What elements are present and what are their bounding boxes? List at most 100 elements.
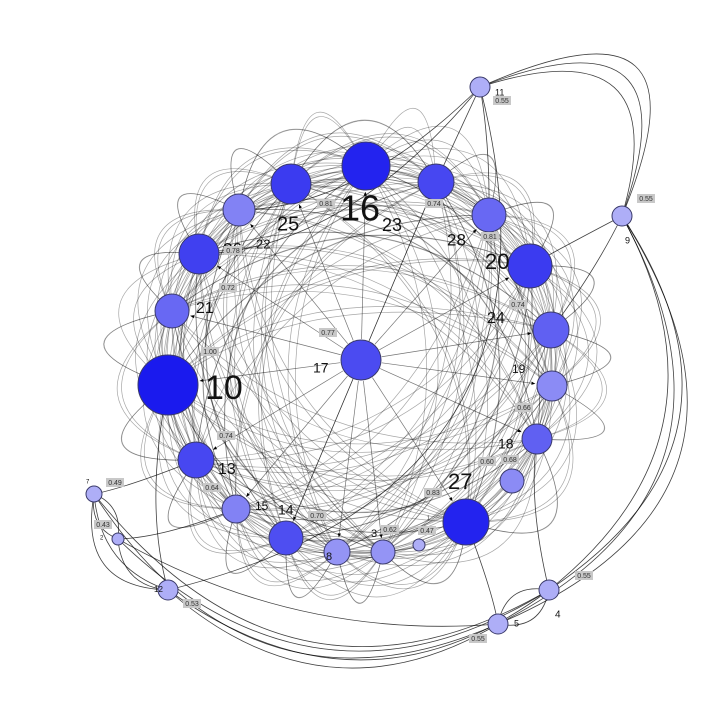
graph-node: [222, 193, 256, 227]
ring-edge: [295, 165, 367, 553]
ring-edge: [285, 214, 490, 539]
ring-edge: [180, 253, 287, 539]
ring-edge: [140, 384, 237, 510]
ring-edge: [198, 231, 552, 331]
weight-badge-bg: [501, 455, 519, 464]
ring-edge: [290, 120, 437, 185]
ring-edge: [529, 265, 598, 440]
ring-edge: [435, 172, 535, 267]
node-label: 1: [427, 515, 430, 521]
outer-edge: [167, 86, 502, 591]
weight-badge: 0.62: [381, 525, 399, 534]
outer-edge: [93, 493, 169, 591]
ring-edge: [465, 265, 568, 523]
ring-edge: [167, 384, 553, 453]
weight-badge: 0.81: [317, 199, 335, 208]
ring-edge: [223, 209, 338, 553]
ring-edge: [238, 209, 538, 440]
ring-edge: [238, 128, 367, 211]
ring-edge: [336, 521, 467, 590]
weight-badge-text: 0.78: [226, 248, 240, 255]
ring-edge: [195, 181, 437, 461]
spoke-edge: [372, 377, 453, 502]
ring-edge: [235, 214, 490, 510]
graph-node: [137, 354, 199, 416]
ring-edge: [198, 253, 467, 523]
ring-edge: [536, 385, 605, 441]
ring-edge: [195, 459, 338, 569]
ring-edge: [435, 153, 497, 216]
ring-edge: [536, 385, 605, 441]
ring-edge: [144, 384, 237, 510]
graph-node: [469, 76, 491, 98]
ring-edge: [121, 310, 197, 461]
outer-edge: [117, 538, 499, 627]
ring-edge: [290, 133, 490, 216]
graph-node: [538, 579, 560, 601]
graph-node: [111, 532, 125, 546]
weight-badge-text: 0.55: [639, 196, 653, 203]
graph-node: [178, 233, 220, 275]
spoke-edge: [381, 362, 536, 385]
graph-node: [442, 498, 490, 546]
node-label: 21: [196, 300, 214, 317]
ring-edge: [167, 214, 490, 386]
ring-edge: [382, 181, 479, 553]
node-label: 28: [447, 230, 466, 249]
ring-edge: [365, 165, 477, 523]
spoke-edge: [337, 380, 359, 538]
ring-edge: [162, 384, 287, 539]
ring-edge: [238, 208, 553, 387]
ring-edge: [167, 258, 531, 386]
ring-edge: [536, 329, 603, 440]
weight-badge-bg: [319, 328, 337, 337]
outer-edge: [497, 215, 675, 625]
weight-badge: 0.66: [515, 403, 533, 412]
ring-edge: [258, 165, 367, 539]
ring-edge: [336, 521, 467, 585]
ring-edge: [167, 181, 437, 386]
ring-edge: [529, 265, 601, 387]
weight-badge-text: 0.74: [427, 201, 441, 208]
ring-edge: [253, 183, 338, 553]
ring-edge: [488, 214, 582, 387]
node-label: 25: [277, 213, 299, 235]
ring-edge: [139, 252, 200, 312]
ring-edge: [171, 162, 367, 312]
outer-edge: [550, 215, 623, 331]
ring-edge: [382, 385, 553, 553]
ring-edge: [198, 247, 553, 387]
ring-edge: [435, 181, 501, 523]
weight-badge-bg: [575, 571, 593, 580]
ring-edge: [234, 181, 437, 510]
weight-badge-text: 0.83: [426, 490, 440, 497]
ring-edge: [235, 329, 552, 511]
weight-badge-bg: [425, 199, 443, 208]
ring-edge: [198, 147, 367, 255]
ring-edge: [233, 209, 384, 553]
outer-edge: [479, 53, 651, 217]
weight-badge-bg: [106, 478, 124, 487]
node-label: 14: [278, 502, 294, 518]
outer-edge: [93, 493, 499, 659]
ring-edge: [205, 209, 287, 539]
ring-edge: [365, 155, 531, 267]
ring-edge: [137, 209, 240, 386]
ring-edge: [336, 181, 452, 553]
ring-edge: [167, 165, 367, 386]
spoke-edge: [363, 380, 383, 539]
node-label: 20: [485, 249, 509, 274]
ring-edge: [135, 253, 200, 461]
weight-badge: 0.74: [425, 199, 443, 208]
ring-edge: [195, 329, 552, 468]
weight-badge-text: 1.00: [203, 349, 217, 356]
ring-edge: [336, 181, 461, 553]
weight-badge-text: 0.55: [471, 636, 485, 643]
node-label: 17: [313, 360, 329, 376]
weight-badge: 0.55: [575, 571, 593, 580]
ring-edge: [195, 253, 338, 553]
node-label: 22: [256, 236, 270, 251]
ring-edge: [195, 329, 552, 474]
ring-edge: [195, 171, 292, 255]
